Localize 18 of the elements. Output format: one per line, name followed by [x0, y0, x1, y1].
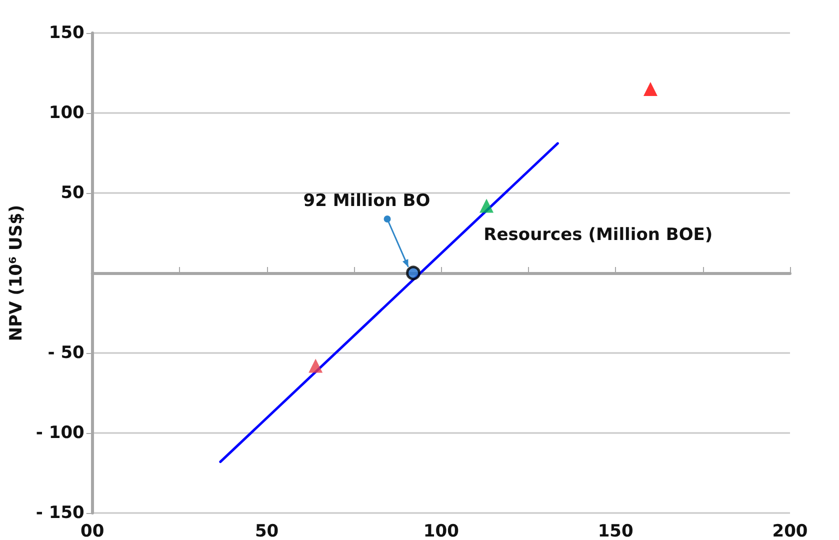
x-axis-title: Resources (Million BOE) [484, 225, 713, 246]
x-tick-label: 00 [80, 522, 104, 540]
y-tick-label: 50 [60, 183, 85, 203]
x-tick-label: 200 [772, 522, 808, 540]
y-tick-label: 100 [48, 103, 85, 123]
y-tick-label: - 100 [36, 423, 85, 443]
point [480, 198, 494, 213]
point [406, 266, 421, 280]
x-tick-label: 50 [254, 522, 279, 540]
y-tick-label: 150 [48, 23, 85, 43]
y-axis-title: NPV (10⁶ US$) [6, 204, 26, 342]
point [643, 82, 658, 96]
y-tick-label: - 50 [48, 343, 85, 363]
y-tick-label: - 150 [36, 503, 85, 523]
annotation: 92 Million BO [303, 191, 430, 211]
point [308, 358, 323, 373]
x-tick-label: 100 [423, 522, 460, 540]
x-tick-label: 150 [598, 522, 634, 540]
